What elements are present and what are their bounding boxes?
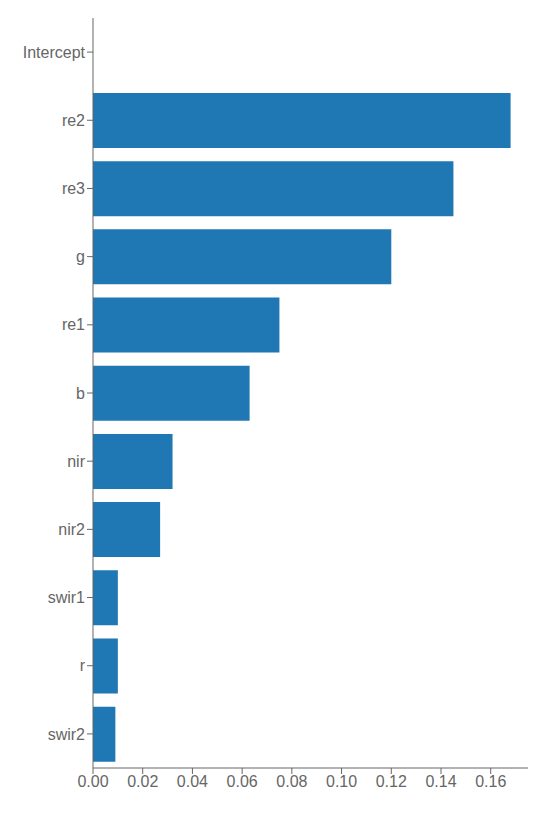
svg-text:0.02: 0.02 [127, 773, 158, 790]
svg-text:Intercept: Intercept [23, 44, 86, 61]
svg-text:0.16: 0.16 [475, 773, 506, 790]
svg-text:0.00: 0.00 [77, 773, 108, 790]
svg-text:r: r [80, 657, 86, 674]
svg-text:0.04: 0.04 [177, 773, 208, 790]
svg-text:swir2: swir2 [48, 726, 85, 743]
svg-text:re3: re3 [62, 180, 85, 197]
svg-text:0.08: 0.08 [276, 773, 307, 790]
svg-text:nir: nir [67, 453, 85, 470]
svg-text:0.12: 0.12 [376, 773, 407, 790]
svg-text:0.06: 0.06 [227, 773, 258, 790]
svg-text:0.14: 0.14 [425, 773, 456, 790]
svg-text:b: b [76, 385, 85, 402]
svg-text:re1: re1 [62, 316, 85, 333]
svg-text:re2: re2 [62, 112, 85, 129]
svg-text:nir2: nir2 [58, 521, 85, 538]
svg-text:0.10: 0.10 [326, 773, 357, 790]
svg-text:g: g [76, 248, 85, 265]
svg-text:swir1: swir1 [48, 589, 85, 606]
